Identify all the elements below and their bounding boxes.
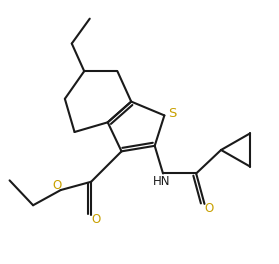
Text: S: S [168,107,176,120]
Text: O: O [205,202,214,215]
Text: O: O [52,178,61,192]
Text: HN: HN [153,175,170,188]
Text: O: O [92,213,101,227]
